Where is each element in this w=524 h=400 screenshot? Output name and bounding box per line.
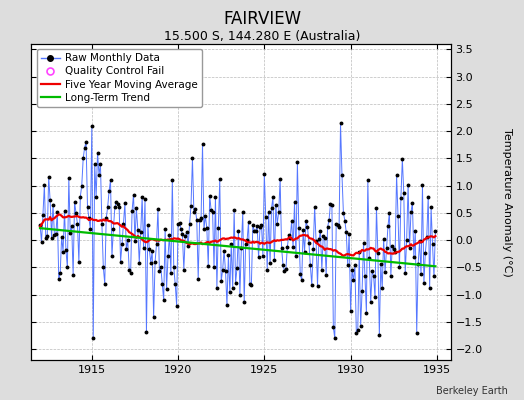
Legend: Raw Monthly Data, Quality Control Fail, Five Year Moving Average, Long-Term Tren: Raw Monthly Data, Quality Control Fail, … [37,49,202,107]
Y-axis label: Temperature Anomaly (°C): Temperature Anomaly (°C) [502,128,512,276]
Text: Berkeley Earth: Berkeley Earth [436,386,508,396]
Text: 15.500 S, 144.280 E (Australia): 15.500 S, 144.280 E (Australia) [164,30,360,43]
Text: FAIRVIEW: FAIRVIEW [223,10,301,28]
